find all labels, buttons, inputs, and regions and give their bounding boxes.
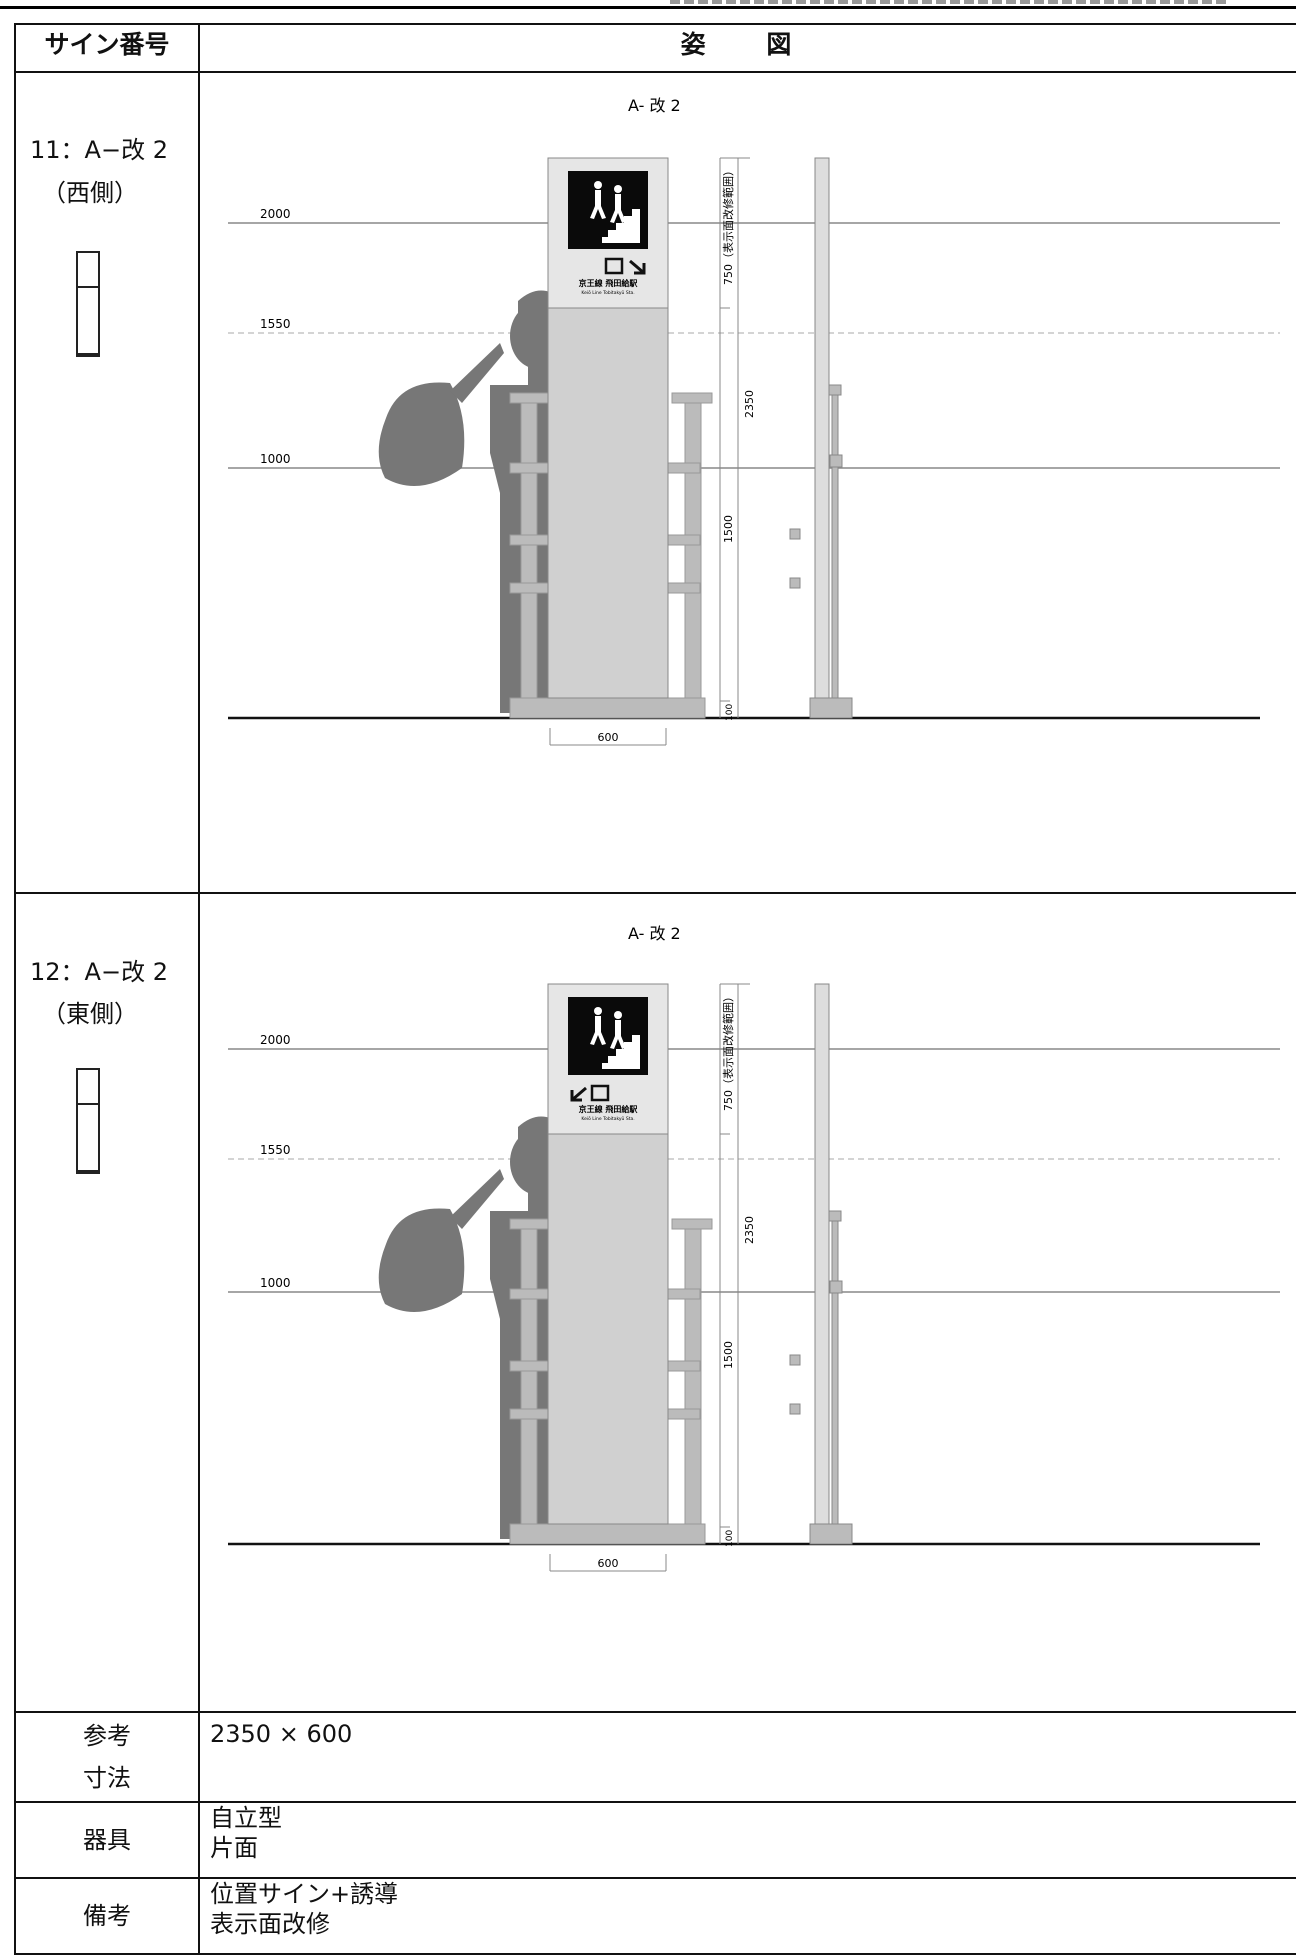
remarks-line1: 位置サイン+誘導 xyxy=(210,1880,399,1908)
sign-label: A- 改 2 xyxy=(628,924,681,943)
stairs-figures-icon xyxy=(590,1007,640,1069)
sign-thumbnail-icon xyxy=(76,251,100,357)
elevation-figure-cell: 2000 1550 1000 A- 改 2 xyxy=(198,892,1296,1713)
dimension-lines xyxy=(549,983,750,1572)
sign-station-name-en: Keiō Line Tobitakyū Sta. xyxy=(581,1116,634,1122)
fixture-row: 器具 自立型 片面 xyxy=(14,1801,1296,1879)
remarks-label: 備考 xyxy=(14,1877,200,1955)
dim-1500: 1500 xyxy=(722,515,735,543)
dim-100: 100 xyxy=(725,704,735,721)
sign-info-cell: 11：A−改 2 （西側） xyxy=(14,71,200,894)
sign-station-name-en: Keiō Line Tobitakyū Sta. xyxy=(581,290,634,296)
level-1550: 1550 xyxy=(260,1143,291,1157)
fixture-line2: 片面 xyxy=(210,1834,258,1862)
arrow-down-left-icon xyxy=(570,1086,587,1102)
dim-600: 600 xyxy=(598,1557,619,1570)
sign-thumbnail-icon xyxy=(76,1068,100,1174)
elevation-drawing-east: 2000 1550 1000 A- 改 2 xyxy=(228,924,1280,1572)
sign-body xyxy=(547,307,669,699)
dim-100: 100 xyxy=(725,1530,735,1547)
side-view xyxy=(789,157,853,719)
sign-label: A- 改 2 xyxy=(628,96,681,115)
dim-750: 750（表示面改修範囲） xyxy=(721,991,735,1111)
arrow-down-right-icon xyxy=(629,259,646,275)
sign-info-cell: 12：A−改 2 （東側） xyxy=(14,892,200,1713)
sign-station-name: 京王線 飛田給駅 xyxy=(579,278,639,288)
train-icon xyxy=(604,257,624,275)
dim-600: 600 xyxy=(598,731,619,744)
dim-2350: 2350 xyxy=(743,1216,756,1244)
dim-2350: 2350 xyxy=(743,390,756,418)
level-1000: 1000 xyxy=(260,1276,291,1290)
sign-side: （西側） xyxy=(42,179,138,207)
level-1000: 1000 xyxy=(260,452,291,466)
level-2000: 2000 xyxy=(260,1033,291,1047)
stairs-figures-icon xyxy=(590,181,640,243)
dim-1500: 1500 xyxy=(722,1341,735,1369)
sign-station-name: 京王線 飛田給駅 xyxy=(579,1104,639,1114)
side-view xyxy=(789,983,853,1545)
dimension-lines xyxy=(549,157,750,746)
elevation-drawing-west: 2000 1550 1000 A- 改 2 xyxy=(228,96,1280,746)
level-2000: 2000 xyxy=(260,207,291,221)
fixture-value-cell: 自立型 片面 xyxy=(198,1801,1296,1879)
train-icon xyxy=(590,1084,610,1102)
sign-id: 12：A−改 2 xyxy=(30,958,168,986)
dim-750: 750（表示面改修範囲） xyxy=(721,165,735,285)
reference-label-line2: 寸法 xyxy=(83,1764,131,1792)
sign-spec-table: サイン番号 姿 図 11：A−改 2 （西側） 2000 1550 1000 A… xyxy=(14,23,1296,1955)
sign-row-11: 11：A−改 2 （西側） 2000 1550 1000 A- 改 2 xyxy=(14,71,1296,894)
reference-label-cell: 参考 寸法 xyxy=(14,1711,200,1803)
fixture-label: 器具 xyxy=(14,1801,200,1879)
sign-number-header: サイン番号 xyxy=(14,23,200,73)
sign-id: 11：A−改 2 xyxy=(30,136,168,164)
reference-value: 2350 × 600 xyxy=(210,1720,353,1748)
remarks-row: 備考 位置サイン+誘導 表示面改修 xyxy=(14,1877,1296,1955)
reference-dimensions-row: 参考 寸法 2350 × 600 xyxy=(14,1711,1296,1803)
top-border xyxy=(0,6,1296,9)
fixture-line1: 自立型 xyxy=(210,1804,282,1832)
figure-header: 姿 図 xyxy=(198,23,1296,73)
reference-label-line1: 参考 xyxy=(83,1722,131,1750)
sign-row-12: 12：A−改 2 （東側） 2000 1550 1000 A- 改 2 xyxy=(14,892,1296,1713)
sign-side: （東側） xyxy=(42,1000,138,1028)
elevation-figure-cell: 2000 1550 1000 A- 改 2 xyxy=(198,71,1296,894)
cropped-header-text xyxy=(670,0,1230,4)
level-1550: 1550 xyxy=(260,317,291,331)
sign-body xyxy=(547,1133,669,1525)
remarks-line2: 表示面改修 xyxy=(210,1910,330,1938)
remarks-value-cell: 位置サイン+誘導 表示面改修 xyxy=(198,1877,1296,1955)
table-header-row: サイン番号 姿 図 xyxy=(14,23,1296,73)
reference-value-cell: 2350 × 600 xyxy=(198,1711,1296,1803)
